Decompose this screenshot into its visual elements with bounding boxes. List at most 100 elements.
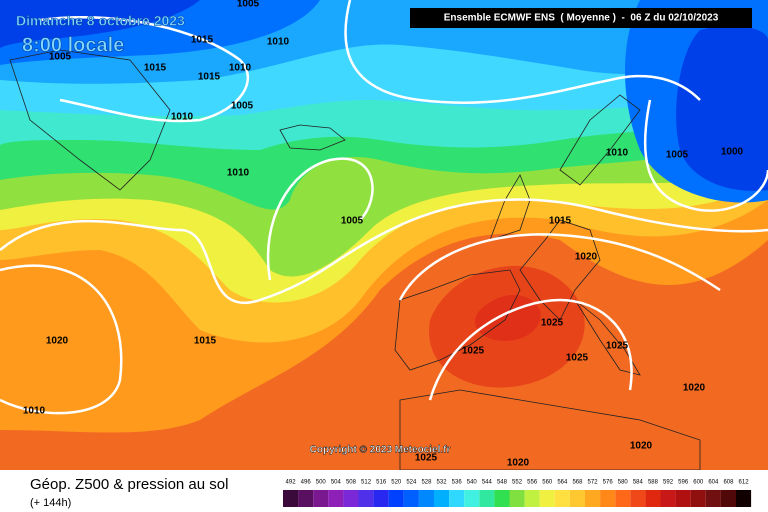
- scale-swatch: [645, 490, 661, 507]
- scale-label: 508: [346, 480, 357, 486]
- isobar: [398, 233, 721, 301]
- scale-swatch: [690, 490, 706, 507]
- scale-swatch: [494, 490, 510, 507]
- scale-label: 560: [542, 480, 553, 486]
- map-date: Dimanche 8 octobre 2023: [16, 13, 185, 29]
- scale-swatch: [705, 490, 721, 507]
- scale-label: 580: [618, 480, 629, 486]
- isobar-label: 1025: [541, 318, 564, 329]
- scale-swatch: [585, 490, 601, 507]
- italy: [574, 299, 641, 376]
- scale-label: 544: [482, 480, 493, 486]
- isobar-label: 1010: [23, 406, 46, 417]
- scale-label: 576: [603, 480, 614, 486]
- scale-swatch: [388, 490, 404, 507]
- scale-label: 540: [467, 480, 478, 486]
- scale-swatch: [720, 490, 736, 507]
- scale-swatch: [298, 490, 314, 507]
- scale-swatch: [283, 490, 299, 507]
- scale-swatch: [615, 490, 631, 507]
- isobar-label: 1015: [191, 35, 214, 46]
- scale-swatch: [569, 490, 585, 507]
- run-info: Ensemble ECMWF ENS ( Moyenne ) - 06 Z du…: [444, 13, 719, 24]
- isobar: [39, 16, 250, 123]
- scale-label: 588: [648, 480, 659, 486]
- isobar-label: 1015: [144, 63, 167, 74]
- scale-label: 556: [527, 480, 538, 486]
- isobar-label: 1020: [507, 458, 530, 469]
- scale-label: 496: [301, 480, 312, 486]
- run-box: [410, 8, 752, 28]
- scale-label: 532: [437, 480, 448, 486]
- scale-label: 612: [739, 480, 750, 486]
- isobar-label: 1010: [171, 112, 194, 123]
- isobar: [0, 198, 768, 304]
- greenland: [9, 49, 171, 191]
- isobar-label: 1010: [227, 168, 250, 179]
- isobar: [428, 298, 633, 401]
- scale-label: 512: [361, 480, 372, 486]
- scale-swatch: [343, 490, 359, 507]
- scale-label: 504: [331, 480, 342, 486]
- isobar: [266, 157, 374, 281]
- isobar-label: 1015: [549, 216, 572, 227]
- scale-swatch: [509, 490, 525, 507]
- scale-swatch: [358, 490, 374, 507]
- isobar-label: 1015: [194, 336, 217, 347]
- scale-label: 500: [316, 480, 327, 486]
- scale-swatch: [630, 490, 646, 507]
- scale-label: 564: [557, 480, 568, 486]
- geopotential-band: [676, 25, 768, 191]
- scale-swatch: [539, 490, 555, 507]
- scale-label: 548: [497, 480, 508, 486]
- isobar-label: 1020: [575, 252, 598, 263]
- isobar-label: 1005: [231, 101, 254, 112]
- geopotential-bands: [0, 0, 768, 433]
- scale-label: 600: [693, 480, 704, 486]
- isobar-label: 1020: [630, 441, 653, 452]
- scale-swatch: [449, 490, 465, 507]
- scale-swatch: [479, 490, 495, 507]
- scale-swatch: [313, 490, 329, 507]
- britain: [489, 174, 531, 241]
- scale-swatch: [434, 490, 450, 507]
- isobar-label: 1025: [415, 453, 438, 464]
- scale-label: 492: [286, 480, 297, 486]
- footer-title: Géop. Z500 & pression au sol: [30, 476, 228, 493]
- scale-swatch: [418, 490, 434, 507]
- isobar-label: 1005: [341, 216, 364, 227]
- scale-label: 536: [452, 480, 463, 486]
- copyright: Copyright © 2023 Meteociel.fr: [310, 445, 451, 456]
- scandinavia: [559, 94, 641, 186]
- scale-swatch: [675, 490, 691, 507]
- map-time: 8:00 locale: [22, 34, 124, 56]
- scale-label: 552: [512, 480, 523, 486]
- isobar-label: 1020: [46, 336, 69, 347]
- isobar-label: 1005: [49, 52, 72, 63]
- isobar-label: 1005: [237, 0, 260, 10]
- scale-label: 572: [588, 480, 599, 486]
- scale-swatch: [464, 490, 480, 507]
- scale-label: 596: [678, 480, 689, 486]
- scale-swatch: [554, 490, 570, 507]
- scale-label: 604: [708, 480, 719, 486]
- scale-label: 592: [663, 480, 674, 486]
- scale-swatch: [660, 490, 676, 507]
- scale-label: 568: [572, 480, 583, 486]
- isobar-label: 1025: [462, 346, 485, 357]
- isobars: [0, 0, 768, 415]
- scale-swatch: [373, 490, 389, 507]
- scale-swatch: [524, 490, 540, 507]
- scale-label: 516: [376, 480, 387, 486]
- isobar-labels: 1005 1005 1015 1010 1015 1010 1015 1005 1010 1010…: [23, 0, 744, 469]
- iberia: [394, 269, 521, 371]
- isobar-label: 1020: [683, 383, 706, 394]
- scale-swatch: [403, 490, 419, 507]
- scale-label: 608: [723, 480, 734, 486]
- iceland: [279, 124, 346, 151]
- scale-swatch: [328, 490, 344, 507]
- isobar-label: 1015: [198, 72, 221, 83]
- scale-label: 584: [633, 480, 644, 486]
- scale-label: 520: [391, 480, 402, 486]
